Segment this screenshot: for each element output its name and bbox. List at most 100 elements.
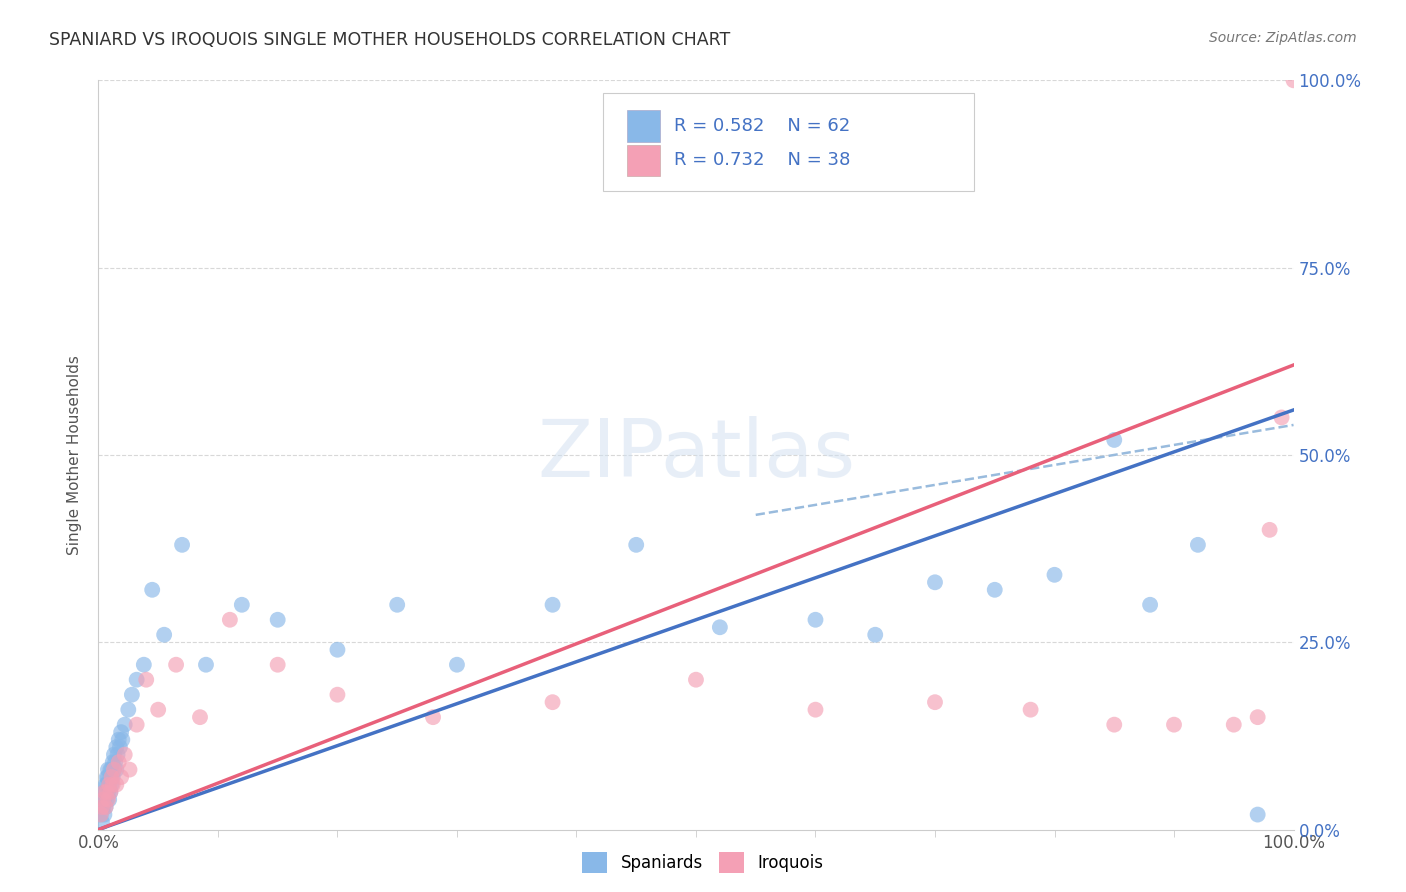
- Point: [100, 770, 122, 784]
- Point: [96, 778, 118, 792]
- Point: [541, 598, 564, 612]
- FancyBboxPatch shape: [627, 111, 661, 142]
- Point: [267, 657, 290, 672]
- Point: [98, 770, 122, 784]
- Point: [98, 778, 121, 792]
- Text: Source: ZipAtlas.com: Source: ZipAtlas.com: [1209, 31, 1357, 45]
- Point: [91, 792, 114, 806]
- Point: [105, 763, 128, 777]
- Point: [107, 732, 129, 747]
- Point: [100, 778, 122, 792]
- Point: [188, 710, 211, 724]
- Point: [924, 695, 946, 709]
- Point: [1043, 567, 1066, 582]
- Point: [105, 778, 128, 792]
- Point: [93, 807, 115, 822]
- Point: [1247, 807, 1270, 822]
- Point: [107, 755, 129, 769]
- Point: [101, 770, 124, 784]
- Point: [1223, 717, 1246, 731]
- Point: [98, 785, 122, 799]
- Point: [103, 763, 125, 777]
- Point: [104, 755, 127, 769]
- Point: [1139, 598, 1161, 612]
- Point: [100, 763, 122, 777]
- Point: [804, 613, 827, 627]
- Text: R = 0.732    N = 38: R = 0.732 N = 38: [675, 152, 851, 169]
- Point: [132, 657, 155, 672]
- Point: [91, 800, 114, 814]
- Point: [125, 673, 148, 687]
- Point: [103, 763, 125, 777]
- Point: [93, 785, 115, 799]
- Point: [804, 703, 827, 717]
- Point: [97, 763, 120, 777]
- Point: [1282, 73, 1305, 87]
- Point: [90, 807, 112, 822]
- Point: [96, 770, 118, 784]
- Point: [1247, 710, 1270, 724]
- Point: [231, 598, 253, 612]
- Point: [1019, 703, 1042, 717]
- Point: [98, 763, 122, 777]
- Point: [267, 613, 290, 627]
- Point: [924, 575, 946, 590]
- Point: [865, 628, 887, 642]
- Point: [125, 717, 148, 731]
- Point: [1163, 717, 1185, 731]
- Point: [98, 785, 122, 799]
- Point: [195, 657, 218, 672]
- Point: [93, 785, 115, 799]
- Point: [709, 620, 731, 634]
- Point: [118, 763, 141, 777]
- Point: [90, 807, 112, 822]
- Point: [984, 582, 1007, 597]
- Y-axis label: Single Mother Households: Single Mother Households: [67, 355, 83, 555]
- Point: [117, 703, 139, 717]
- Point: [94, 800, 117, 814]
- Point: [172, 538, 194, 552]
- FancyBboxPatch shape: [627, 145, 661, 177]
- Point: [1187, 538, 1209, 552]
- Point: [94, 778, 117, 792]
- Point: [422, 710, 444, 724]
- Point: [1271, 410, 1294, 425]
- Point: [153, 628, 176, 642]
- Point: [1104, 717, 1126, 731]
- Point: [94, 785, 117, 799]
- Point: [114, 717, 136, 731]
- Point: [107, 747, 129, 762]
- Point: [135, 673, 157, 687]
- Point: [91, 800, 114, 814]
- Point: [446, 657, 468, 672]
- Legend: Spaniards, Iroquois: Spaniards, Iroquois: [575, 846, 831, 880]
- Point: [108, 740, 131, 755]
- Point: [165, 657, 187, 672]
- Point: [101, 755, 124, 769]
- Text: R = 0.582    N = 62: R = 0.582 N = 62: [675, 117, 851, 135]
- Point: [94, 800, 117, 814]
- Point: [219, 613, 242, 627]
- Point: [105, 740, 128, 755]
- Point: [141, 582, 163, 597]
- Point: [97, 785, 120, 799]
- Point: [101, 778, 124, 792]
- Point: [1258, 523, 1281, 537]
- Point: [97, 792, 120, 806]
- Point: [98, 778, 121, 792]
- Point: [98, 792, 121, 806]
- Point: [91, 815, 114, 830]
- Point: [110, 725, 132, 739]
- Point: [541, 695, 564, 709]
- Point: [96, 792, 118, 806]
- Point: [91, 792, 114, 806]
- Text: SPANIARD VS IROQUOIS SINGLE MOTHER HOUSEHOLDS CORRELATION CHART: SPANIARD VS IROQUOIS SINGLE MOTHER HOUSE…: [49, 31, 731, 49]
- Point: [385, 598, 409, 612]
- Point: [97, 770, 120, 784]
- Point: [326, 688, 349, 702]
- Point: [685, 673, 707, 687]
- FancyBboxPatch shape: [603, 93, 974, 191]
- Text: ZIPatlas: ZIPatlas: [537, 416, 855, 494]
- Point: [96, 785, 118, 799]
- Point: [110, 770, 132, 784]
